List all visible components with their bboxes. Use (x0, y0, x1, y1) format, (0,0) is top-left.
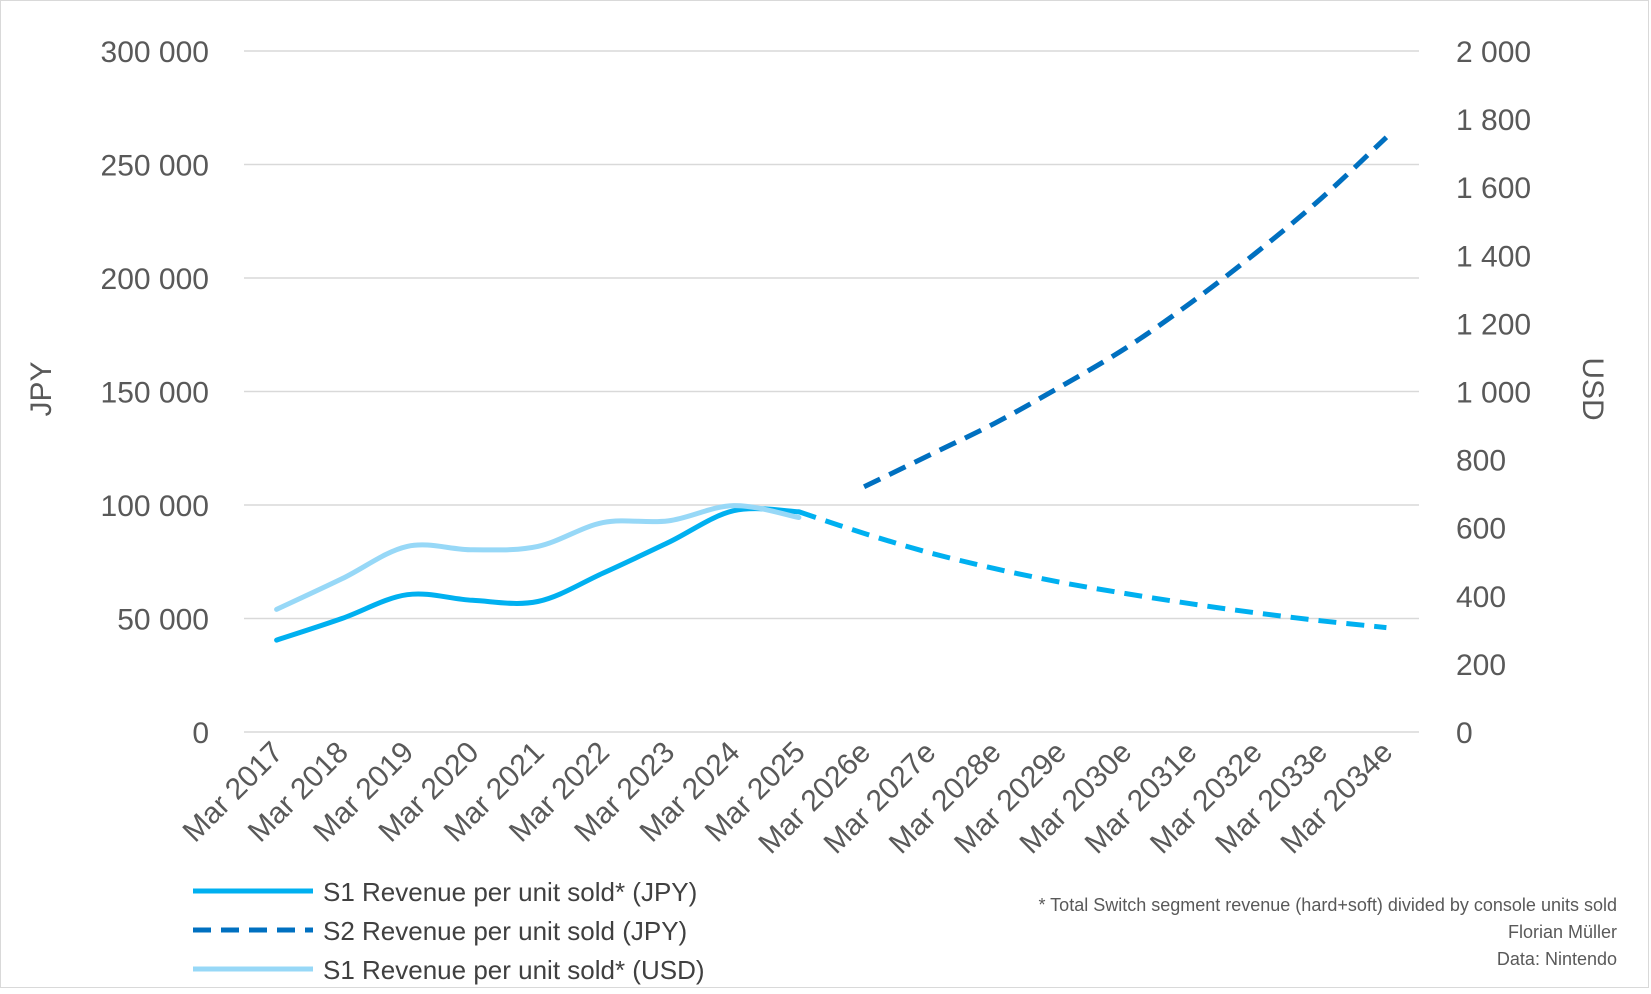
data-source: Data: Nintendo (1497, 949, 1617, 969)
right-tick-label: 0 (1456, 717, 1473, 750)
right-tick-label: 600 (1456, 513, 1506, 546)
author-credit: Florian Müller (1508, 922, 1617, 942)
legend: S1 Revenue per unit sold* (JPY) S2 Reven… (193, 877, 705, 985)
right-tick-label: 800 (1456, 445, 1506, 478)
legend-item-s2-jpy: S2 Revenue per unit sold (JPY) (193, 916, 687, 946)
series-line-s1-jpy-actual (274, 506, 802, 643)
right-tick-label: 400 (1456, 581, 1506, 614)
left-tick-label: 150 000 (101, 377, 209, 410)
left-tick-label: 0 (192, 717, 209, 750)
left-tick-label: 200 000 (101, 263, 209, 296)
legend-item-s1-jpy: S1 Revenue per unit sold* (JPY) (193, 877, 697, 907)
series-line-s1-jpy-forecast (798, 509, 1387, 631)
right-tick-label: 1 400 (1456, 240, 1531, 273)
right-tick-label: 200 (1456, 649, 1506, 682)
right-tick-label: 2 000 (1456, 36, 1531, 69)
series-line-s1-usd (274, 503, 802, 612)
series-line-s2-jpy (863, 135, 1389, 490)
left-tick-label: 100 000 (101, 490, 209, 523)
legend-label-s1-jpy: S1 Revenue per unit sold* (JPY) (323, 877, 697, 907)
legend-label-s2-jpy: S2 Revenue per unit sold (JPY) (323, 916, 687, 946)
left-axis-title: JPY (25, 361, 58, 416)
legend-item-s1-usd: S1 Revenue per unit sold* (USD) (193, 955, 705, 985)
left-tick-label: 300 000 (101, 36, 209, 69)
footnote: * Total Switch segment revenue (hard+sof… (1039, 895, 1618, 915)
right-tick-label: 1 600 (1456, 172, 1531, 205)
legend-label-s1-usd: S1 Revenue per unit sold* (USD) (323, 955, 705, 985)
right-tick-label: 1 800 (1456, 104, 1531, 137)
left-tick-label: 250 000 (101, 150, 209, 183)
right-axis-ticks: 0 200 400 600 800 1 000 1 200 1 400 1 600 1 800 2 … (1456, 36, 1531, 750)
left-axis-ticks: 0 50 000 100 000 150 000 200 000 250 000 300 0… (101, 36, 209, 750)
series-lines (274, 135, 1389, 643)
right-axis-title: USD (1576, 357, 1609, 420)
gridlines (244, 50, 1419, 733)
left-tick-label: 50 000 (117, 604, 209, 637)
right-tick-label: 1 200 (1456, 308, 1531, 341)
right-tick-label: 1 000 (1456, 377, 1531, 410)
